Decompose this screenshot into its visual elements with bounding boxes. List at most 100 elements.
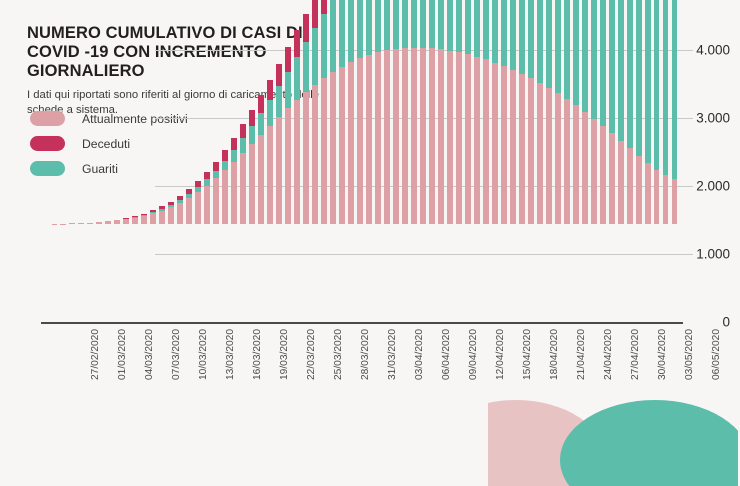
chart-bar [654,0,660,224]
chart-bar-segment [483,0,489,59]
chart-bar [366,0,372,224]
chart-bar-segment [609,0,615,133]
chart-bar-segment [312,28,318,85]
chart-bar [330,0,336,224]
chart-bar-segment [384,0,390,50]
chart-bar-segment [456,0,462,52]
chart-bar-segment [465,0,471,54]
chart-bar-segment [213,171,219,179]
chart-bar [420,0,426,224]
x-axis-tick-label: 31/03/2020 [387,329,398,380]
chart-bar [150,210,156,224]
y-axis-tick-label: 3.000 [670,111,730,126]
chart-bar-segment [312,0,318,28]
infographic-root: NUMERO CUMULATIVO DI CASI DI COVID -19 C… [0,0,740,420]
chart-bar [492,0,498,224]
chart-bar [483,0,489,224]
x-axis-tick-label: 18/04/2020 [549,329,560,380]
chart-bar-segment [213,162,219,171]
chart-bar [231,138,237,224]
chart-bar-segment [258,113,264,135]
decorative-lobe-teal [560,400,738,486]
chart-bar-segment [276,86,282,117]
chart-bar-segment [402,48,408,224]
chart-bar-segment [546,0,552,88]
chart-bar-segment [546,88,552,224]
x-axis-tick-label: 10/03/2020 [198,329,209,380]
chart-bar-segment [339,67,345,224]
chart-bar-segment [96,222,102,224]
chart-bar-segment [204,172,210,179]
chart-bar-segment [258,135,264,224]
chart-bar-segment [321,14,327,79]
chart-bar [114,220,120,224]
chart-bar [591,0,597,224]
chart-bar-segment [429,0,435,48]
x-axis-tick-label: 12/04/2020 [495,329,506,380]
chart-bar [501,0,507,224]
chart-bar-segment [249,144,255,224]
chart-bar-segment [330,72,336,224]
chart-bar-segment [132,218,138,224]
chart-bar-segment [375,0,381,52]
x-axis-tick-label: 06/04/2020 [441,329,452,380]
chart-bar-segment [240,124,246,138]
chart-bar-segment [285,108,291,224]
chart-bar-segment [573,0,579,105]
x-axis-tick-label: 28/03/2020 [360,329,371,380]
chart-bar-segment [627,148,633,224]
chart-bar-segment [456,52,462,224]
chart-bar [177,196,183,224]
x-axis-tick-label: 16/03/2020 [252,329,263,380]
chart-bar-segment [357,58,363,224]
chart-bar [222,150,228,224]
chart-bar-segment [303,92,309,224]
chart-bar-segment [645,0,651,163]
chart-bar [429,0,435,224]
chart-bar-segment [375,52,381,224]
chart-bar-segment [636,156,642,224]
chart-bar-segment [330,0,336,72]
chart-bar-segment [528,78,534,224]
chart-bar-segment [186,198,192,224]
y-axis-tick-label: 0 [670,315,730,330]
chart-bar-segment [519,74,525,224]
chart-bar-segment [555,0,561,93]
chart-bar [474,0,480,224]
chart-bar-segment [222,161,228,171]
chart-bar-segment [384,50,390,224]
chart-bar [357,0,363,224]
chart-bar-segment [555,93,561,224]
chart-bar-segment [339,0,345,67]
chart-bar [96,222,102,224]
chart-bar-segment [303,14,309,43]
x-axis-tick-label: 30/04/2020 [657,329,668,380]
chart-bar-segment [69,223,75,224]
chart-bar-segment [150,213,156,224]
chart-bar [294,30,300,224]
chart-bar-segment [357,0,363,58]
chart-bar-segment [159,211,165,224]
chart-bar-segment [411,0,417,48]
chart-bar [159,206,165,224]
chart-bar-segment [168,207,174,224]
x-axis-tick-label: 03/04/2020 [414,329,425,380]
chart-bar [348,0,354,224]
chart-bar [267,80,273,224]
chart-bar-segment [78,223,84,224]
chart-bar-segment [213,178,219,224]
chart-bar [105,221,111,224]
chart-bar-segment [231,138,237,150]
chart-bar-segment [654,170,660,224]
chart-bar-segment [438,49,444,224]
chart-bar-segment [411,48,417,224]
chart-bar-segment [258,95,264,113]
chart-bar [393,0,399,224]
chart-bar [546,0,552,224]
chart-bar [258,95,264,224]
chart-bar [78,223,84,224]
chart-bar-segment [582,0,588,112]
chart-bar [213,162,219,224]
chart-bar-segment [141,216,147,224]
chart-bar-segment [294,100,300,224]
